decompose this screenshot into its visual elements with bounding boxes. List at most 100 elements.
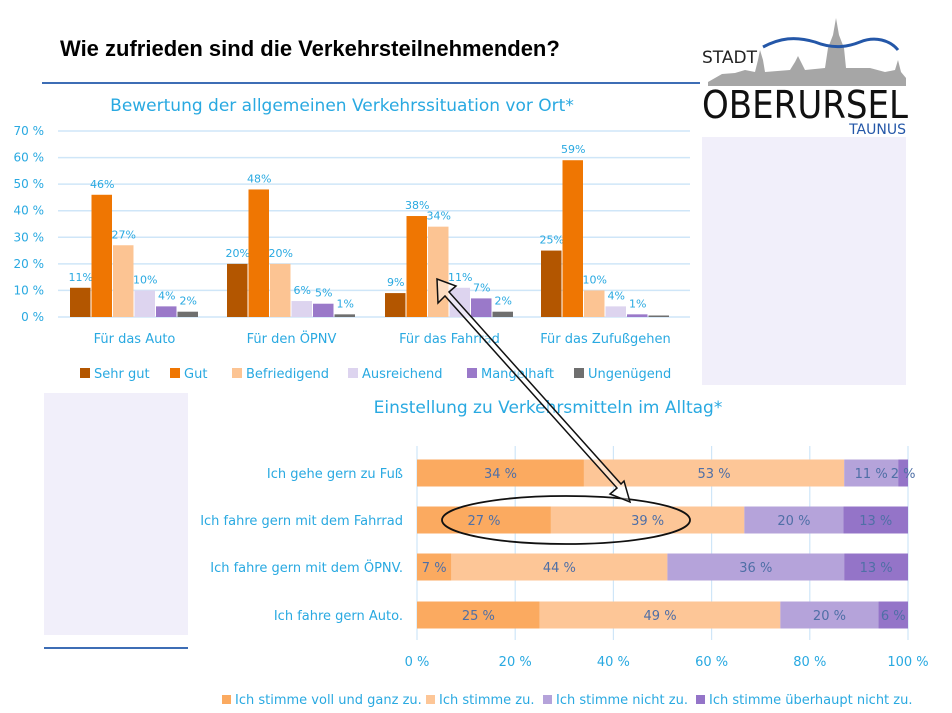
left-panel [44,393,188,635]
bar-segment [844,459,899,487]
bar [584,290,605,317]
bar [627,314,648,317]
data-label: 9% [387,276,404,289]
bar-segment [844,553,908,581]
bar-segment [451,553,668,581]
data-label: 49 % [644,609,677,624]
legend-swatch [80,368,90,378]
bar [406,216,427,317]
legend-label: Befriedigend [246,367,329,382]
bar [113,245,134,317]
bar [270,263,291,317]
bar-segment [744,506,844,534]
x-tick-label: 60 % [695,655,728,670]
chart-title: Einstellung zu Verkehrsmitteln im Alltag… [374,398,723,418]
data-label: 36 % [739,561,772,576]
data-label: 2% [180,295,197,308]
bar [291,301,312,317]
legend-label: Sehr gut [94,367,150,382]
attitude-stacked-bar-chart: Einstellung zu Verkehrsmitteln im Alltag… [200,398,928,708]
slide-title: Wie zufrieden sind die Verkehrsteilnehme… [60,36,560,61]
y-tick-label: Ich gehe gern zu Fuß [267,467,403,482]
y-tick-label: Ich fahre gern Auto. [274,609,403,624]
data-label: 13 % [859,514,892,529]
legend-label: Ungenügend [588,367,671,382]
bar [648,315,669,317]
data-label: 2% [495,295,512,308]
y-tick-label: 50 % [14,177,45,191]
data-label: 46% [90,178,114,191]
rating-bar-chart: Bewertung der allgemeinen Verkehrssituat… [14,96,690,382]
bar-segment [550,506,745,534]
data-label: 6% [294,284,311,297]
legend-swatch [170,368,180,378]
legend-label: Ich stimme nicht zu. [556,693,688,708]
bar [177,311,198,317]
bar-segment [417,601,540,629]
data-label: 27% [112,228,136,241]
y-tick-label: 0 % [21,310,44,324]
y-tick-label: 60 % [14,151,45,165]
bar [248,189,269,317]
x-tick-label: Für das Fahrrad [399,332,500,347]
oberursel-logo: STADT OBERURSEL TAUNUS [702,18,908,138]
legend-swatch [467,368,477,378]
legend-label: Ich stimme voll und ganz zu. [235,693,422,708]
y-tick-label: Ich fahre gern mit dem Fahrrad [200,514,403,529]
data-label: 10% [583,273,607,286]
chart-title: Bewertung der allgemeinen Verkehrssituat… [110,96,574,116]
x-tick-label: 80 % [793,655,826,670]
x-tick-label: 100 % [887,655,928,670]
data-label: 13 % [860,561,893,576]
legend-label: Ausreichend [362,367,442,382]
data-label: 20 % [813,609,846,624]
legend-swatch [574,368,584,378]
y-tick-label: 20 % [14,257,45,271]
bar [91,194,112,317]
x-tick-label: Für den ÖPNV [247,330,337,347]
legend-label: Ich stimme zu. [439,693,535,708]
data-label: 20 % [777,514,810,529]
data-label: 20% [226,247,250,260]
bar-segment [417,506,551,534]
data-label: 48% [247,172,271,185]
highlight-annotation [436,277,691,545]
skyline-silhouette [708,18,906,86]
legend-label: Gut [184,367,207,382]
bar [334,314,355,317]
data-label: 38% [405,199,429,212]
data-label: 25 % [462,609,495,624]
bar [541,250,562,317]
data-label: 7 % [422,561,447,576]
x-tick-label: 20 % [499,655,532,670]
data-label: 11% [448,271,472,284]
data-label: 34 % [484,467,517,482]
logo-taunus: TAUNUS [848,122,906,138]
data-label: 7% [473,281,490,294]
legend-swatch [426,695,435,704]
legend-swatch [696,695,705,704]
bar [156,306,177,317]
data-label: 10% [133,273,157,286]
logo-stadt: STADT [702,48,758,68]
data-label: 11% [69,271,93,284]
data-label: 34% [427,210,451,223]
y-tick-label: 30 % [14,230,45,244]
y-tick-label: Ich fahre gern mit dem ÖPNV. [210,559,403,576]
data-label: 25% [540,234,564,247]
data-label: 59% [561,143,585,156]
data-label: 44 % [543,561,576,576]
bar-segment [878,601,908,629]
bar [471,298,492,317]
highlight-ellipse [441,495,691,545]
bar-segment [843,506,908,534]
logo-oberursel: OBERURSEL [702,83,908,127]
bar [605,306,626,317]
legend-swatch [222,695,231,704]
legend-label: Mangelhaft [481,367,554,382]
data-label: 27 % [467,514,500,529]
data-label: 5% [315,287,332,300]
legend-swatch [232,368,242,378]
data-label: 1% [629,297,646,310]
bar-segment [898,459,908,487]
